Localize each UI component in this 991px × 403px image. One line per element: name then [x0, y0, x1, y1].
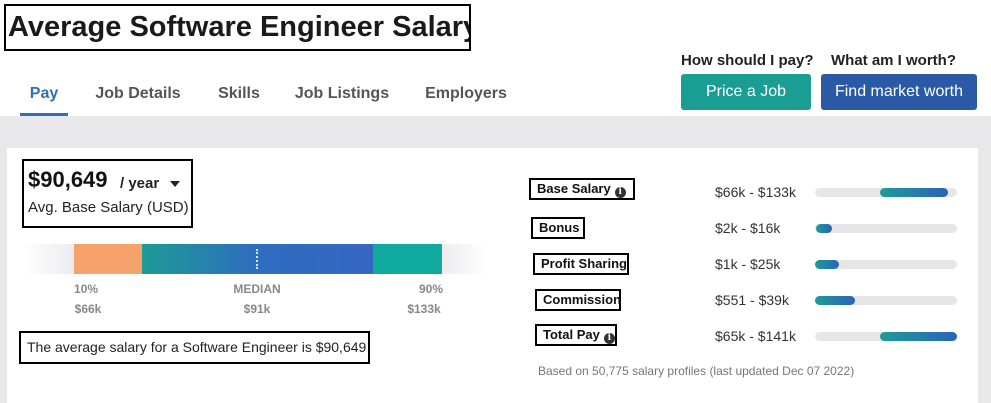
- data-source-footnote: Based on 50,775 salary profiles (last up…: [538, 364, 855, 378]
- comp-label-text: Total Pay: [543, 327, 600, 342]
- comp-label-bonus: Bonus: [531, 217, 585, 239]
- comp-range-commission: $551 - $39k: [715, 292, 789, 308]
- range-fade-right: [442, 244, 486, 274]
- tab-skills[interactable]: Skills: [218, 85, 260, 102]
- salary-range-bar: [22, 244, 486, 274]
- price-question: How should I pay?: [681, 52, 814, 69]
- percentile-90-value: $133k: [407, 302, 441, 316]
- comp-fill-bonus: [816, 224, 832, 233]
- worth-question: What am I worth?: [831, 52, 956, 69]
- median-marker: [256, 249, 258, 269]
- range-segment-low: [74, 244, 142, 274]
- percentile-median-value: $91k: [243, 302, 271, 316]
- comp-fill-total-pay: [880, 332, 957, 341]
- comp-label-text: Bonus: [539, 220, 580, 235]
- info-icon[interactable]: i: [603, 333, 615, 344]
- comp-fill-commission: [815, 296, 855, 305]
- percentile-median-label: MEDIAN: [233, 282, 281, 296]
- comp-track-base-salary: [815, 188, 957, 197]
- comp-range-base-salary: $66k - $133k: [715, 184, 796, 200]
- comp-label-text: Base Salary: [537, 181, 611, 196]
- tab-employers[interactable]: Employers: [425, 85, 507, 102]
- tab-job-details[interactable]: Job Details: [95, 85, 181, 102]
- salary-amount: $90,649: [28, 167, 108, 192]
- comp-label-commission: Commission: [535, 289, 621, 311]
- comp-track-profit-sharing: [815, 260, 957, 269]
- comp-label-text: Commission: [543, 292, 622, 307]
- range-fade-left: [22, 244, 74, 274]
- chevron-down-icon[interactable]: [170, 181, 180, 187]
- avg-salary-summary: $90,649 / year Avg. Base Salary (USD): [22, 159, 193, 228]
- comp-track-commission: [815, 296, 957, 305]
- average-salary-sentence: The average salary for a Software Engine…: [19, 331, 370, 364]
- comp-label-text: Profit Sharing: [541, 256, 627, 271]
- salary-caption: Avg. Base Salary (USD): [28, 199, 189, 216]
- comp-range-total-pay: $65k - $141k: [715, 328, 796, 344]
- percentile-90-label: 90%: [418, 282, 444, 296]
- salary-period-select[interactable]: / year: [120, 175, 160, 192]
- comp-track-total-pay: [815, 332, 957, 341]
- tab-job-listings[interactable]: Job Listings: [294, 85, 390, 102]
- tab-pay[interactable]: Pay: [20, 74, 68, 116]
- comp-fill-profit-sharing: [815, 260, 839, 269]
- find-market-worth-button[interactable]: Find market worth: [821, 74, 977, 110]
- price-a-job-button[interactable]: Price a Job: [681, 74, 811, 110]
- comp-track-bonus: [815, 224, 957, 233]
- info-icon[interactable]: i: [614, 187, 626, 198]
- comp-range-bonus: $2k - $16k: [715, 220, 781, 236]
- range-segment-high: [373, 244, 442, 274]
- comp-label-total-pay: Total Pay i: [535, 324, 617, 346]
- percentile-10-label: 10%: [73, 282, 99, 296]
- comp-fill-base-salary: [880, 188, 948, 197]
- page-title: Average Software Engineer Salary: [4, 4, 471, 51]
- comp-label-base-salary: Base Salary i: [529, 178, 635, 200]
- percentile-10-value: $66k: [74, 302, 102, 316]
- comp-range-profit-sharing: $1k - $25k: [715, 256, 781, 272]
- comp-label-profit-sharing: Profit Sharing: [533, 253, 629, 275]
